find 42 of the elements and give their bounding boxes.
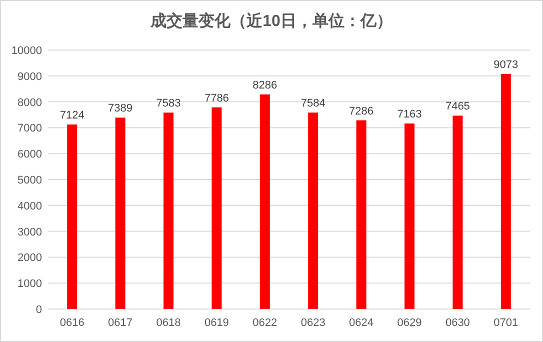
x-tick-label: 0623 <box>300 317 326 329</box>
x-tick-label: 0624 <box>349 317 374 329</box>
y-tick-label: 8000 <box>18 96 42 109</box>
data-label: 7286 <box>349 105 374 118</box>
y-tick-label: 6000 <box>18 148 42 161</box>
data-label: 7163 <box>397 108 422 120</box>
bar <box>308 112 318 309</box>
data-label: 7786 <box>204 92 229 104</box>
bar <box>212 107 222 309</box>
x-tick-label: 0619 <box>204 317 229 329</box>
y-tick-label: 3000 <box>18 226 42 238</box>
y-tick-label: 7000 <box>18 122 42 135</box>
y-tick-label: 9000 <box>18 70 42 83</box>
x-tick-label: 0630 <box>445 317 470 329</box>
y-tick-label: 5000 <box>18 174 42 186</box>
bar <box>67 124 78 309</box>
bar <box>404 123 414 309</box>
x-tick-label: 0629 <box>397 317 422 329</box>
bar <box>164 112 174 309</box>
data-label: 7389 <box>108 102 133 115</box>
data-label: 7465 <box>445 100 470 113</box>
bar <box>452 116 463 309</box>
bar <box>500 74 511 309</box>
data-label: 8286 <box>252 79 278 92</box>
data-label: 7124 <box>60 109 84 122</box>
data-label: 7584 <box>300 98 326 110</box>
chart-title: 成交量变化（近10日，单位：亿） <box>150 11 392 30</box>
bar <box>356 120 366 309</box>
data-label: 9073 <box>494 59 518 72</box>
y-tick-label: 0 <box>36 304 42 316</box>
y-tick-label: 4000 <box>18 200 42 212</box>
y-tick-label: 2000 <box>18 252 42 264</box>
x-tick-label: 0701 <box>494 317 518 329</box>
bar <box>260 94 270 309</box>
y-tick-label: 1000 <box>18 278 42 290</box>
x-tick-label: 0618 <box>156 317 181 329</box>
x-tick-label: 0616 <box>60 317 84 329</box>
bar <box>115 118 126 309</box>
y-tick-label: 10000 <box>11 45 42 57</box>
x-tick-label: 0622 <box>252 317 278 329</box>
data-label: 7583 <box>156 98 181 110</box>
x-tick-label: 0617 <box>108 317 133 329</box>
